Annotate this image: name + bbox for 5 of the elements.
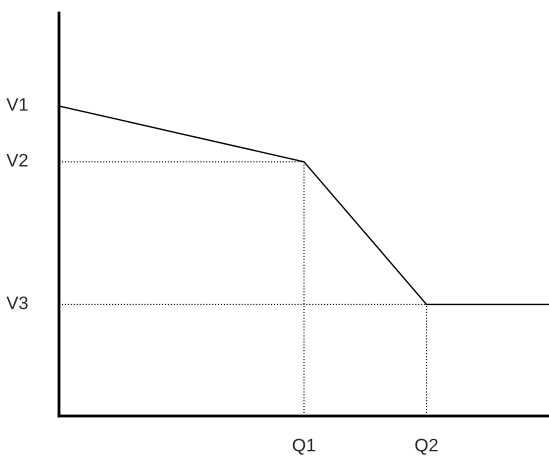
ref-line-label: V3	[6, 296, 28, 310]
x-tick-label: Q2	[415, 438, 438, 455]
ref-line-label: V2	[6, 154, 28, 166]
x-tick-label: Q1	[292, 438, 316, 455]
text: V1	[6, 98, 28, 111]
